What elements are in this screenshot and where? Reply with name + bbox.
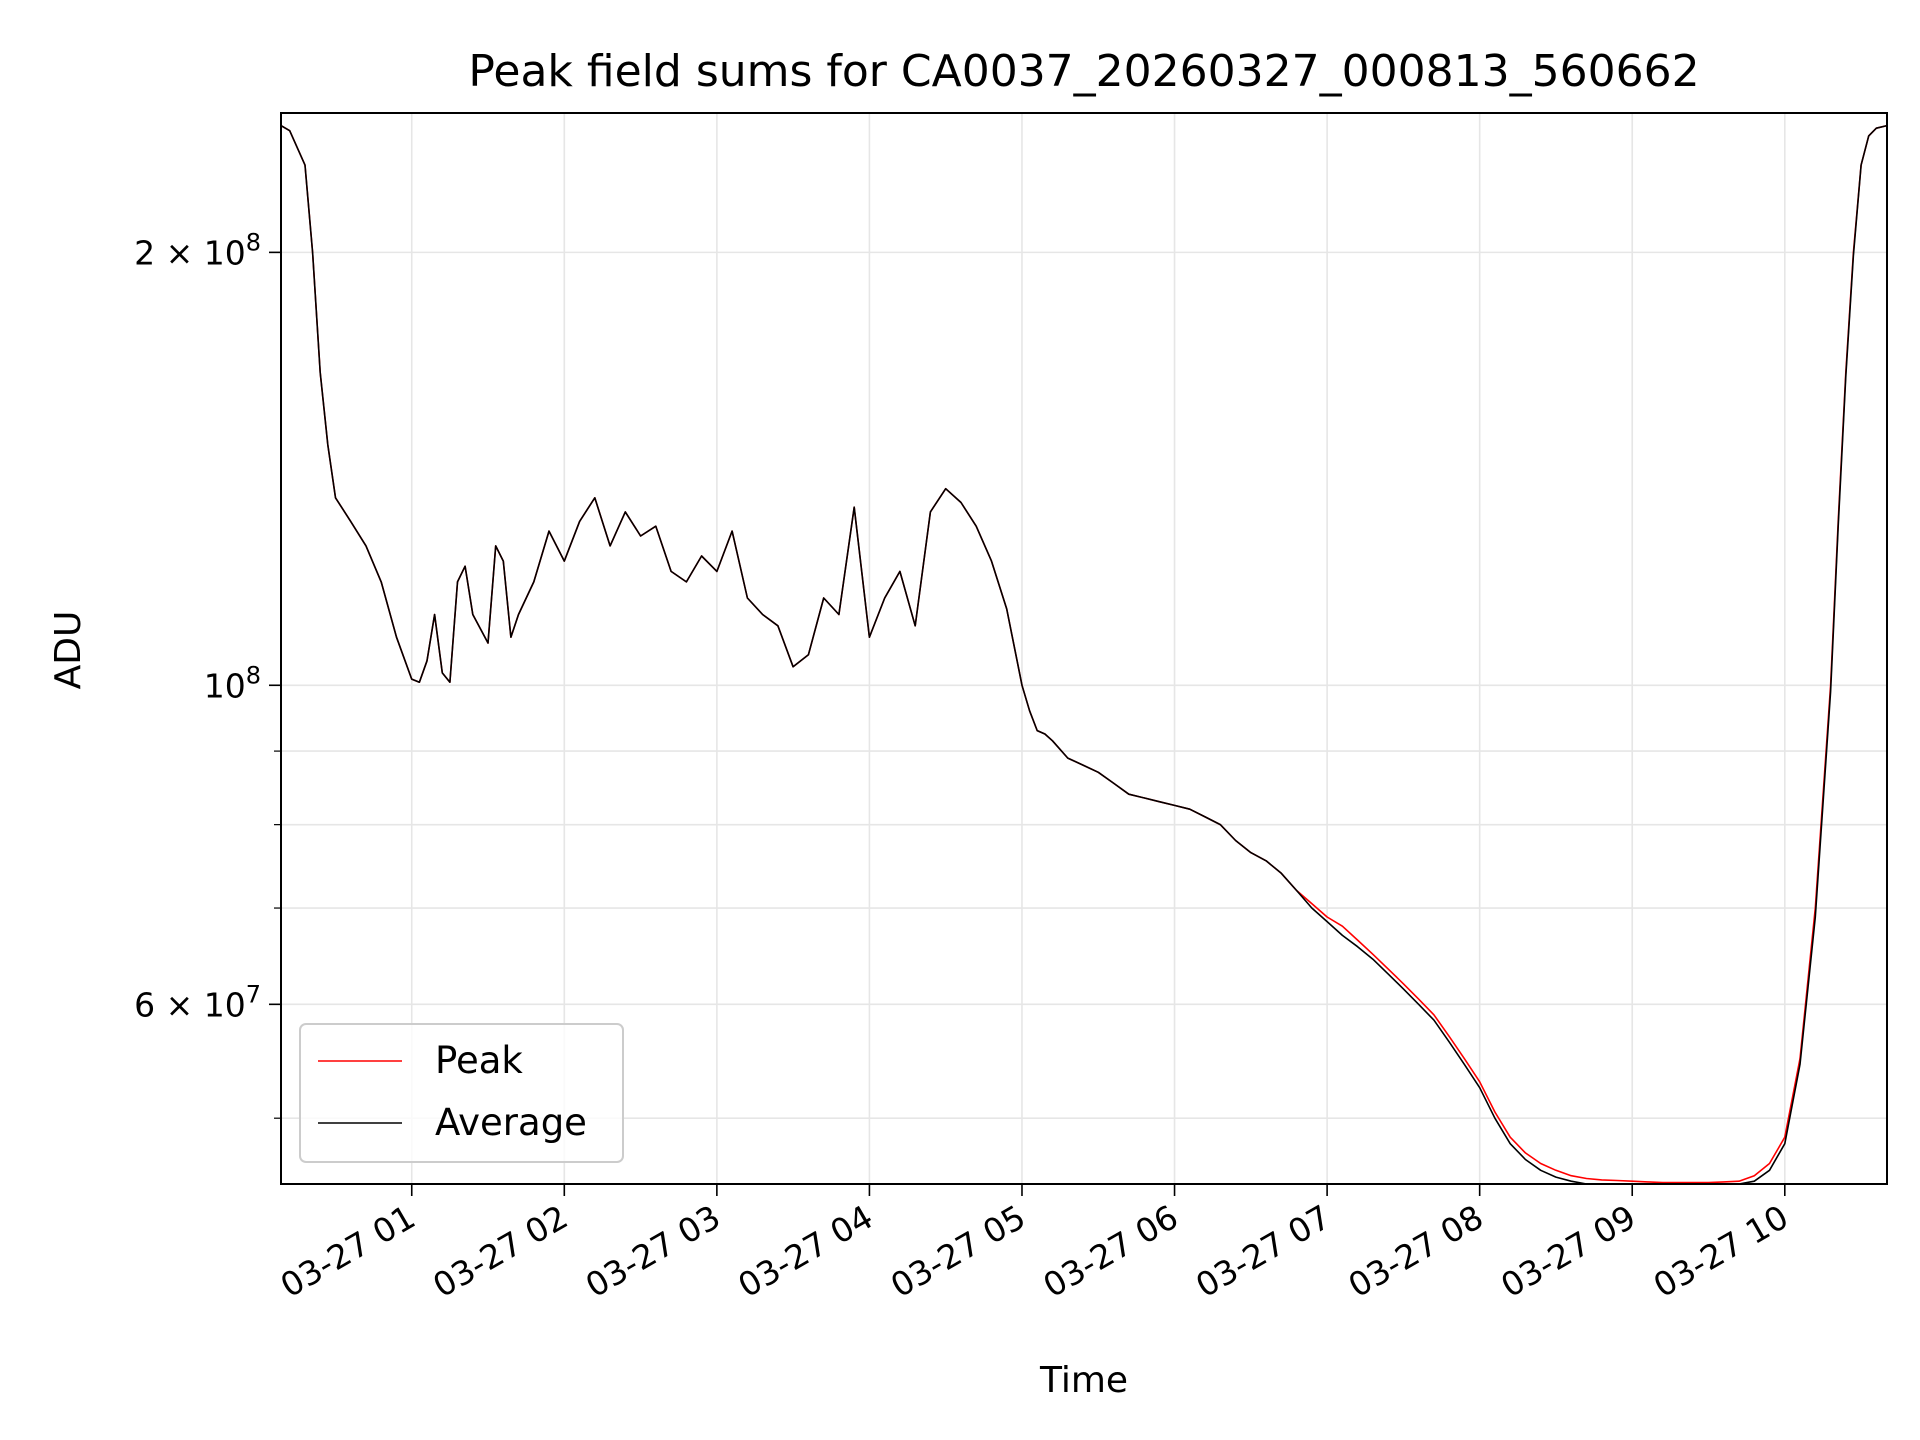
plot-frame	[280, 112, 1888, 1185]
y-axis-label: ADU	[48, 611, 89, 690]
legend-label-peak: Peak	[435, 1039, 523, 1082]
y-tick-label: 108	[204, 661, 261, 705]
grid-layer	[281, 113, 1887, 1184]
legend-label-average: Average	[435, 1101, 587, 1144]
chart-title: Peak field sums for CA0037_20260327_0008…	[468, 46, 1699, 97]
legend-box	[299, 1023, 624, 1163]
legend: Peak Average	[299, 1023, 624, 1163]
x-axis-label: Time	[1039, 1360, 1128, 1401]
y-tick-label: 6 × 107	[134, 980, 261, 1024]
y-tick-label: 2 × 108	[134, 228, 261, 272]
